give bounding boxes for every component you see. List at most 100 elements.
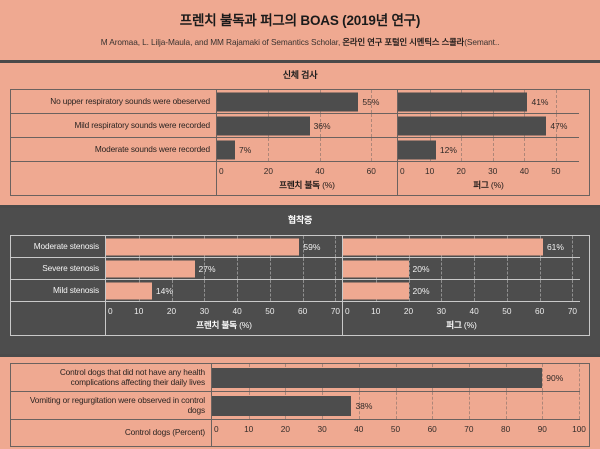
bar[interactable] — [106, 282, 152, 299]
gridline — [432, 392, 434, 419]
gridline — [539, 280, 542, 301]
gridline — [572, 258, 574, 279]
section-title-stenosis: 협착증 — [287, 215, 313, 225]
category-label: Vomiting or regurgitation were observed … — [11, 392, 211, 420]
gridline — [461, 138, 463, 161]
axis-title-unit: (%) — [322, 180, 335, 190]
bar-value-label: 36% — [313, 120, 331, 131]
category-label: Control dogs that did not have any healt… — [11, 364, 211, 392]
gridline — [204, 280, 206, 301]
axis-tick-label: 20 — [263, 166, 274, 176]
axis-tick-label: 80 — [500, 424, 511, 434]
bar-row: 61% — [343, 236, 580, 258]
axis-name-cell — [11, 162, 216, 195]
chart-section-physical-exam: 신체 검사 No upper respiratory sounds were ob… — [0, 63, 600, 205]
bar[interactable] — [217, 140, 235, 159]
gridline — [579, 392, 581, 419]
chart-panel-left: 59% 27% 14% 0 10 20 30 40 50 60 70 프렌치 불독 (%) — [106, 236, 343, 335]
axis-title-text: 프렌치 불독 — [196, 320, 237, 330]
chart-section-control-dogs: Control dogs that did not have any healt… — [0, 357, 600, 449]
gridline — [371, 138, 373, 161]
axis-title: 프렌치 불독 (%) — [217, 179, 397, 191]
bar-value-label: 20% — [412, 285, 430, 296]
gridline — [441, 258, 443, 279]
gridline — [506, 258, 509, 279]
gridline — [539, 258, 542, 279]
bar[interactable] — [343, 282, 409, 299]
axis-tick-label: 30 — [317, 424, 327, 434]
gridline — [505, 392, 508, 419]
gridline — [542, 364, 544, 391]
gridline — [506, 280, 509, 301]
axis-tick-label: 50 — [502, 306, 512, 316]
bar-row: 7% — [217, 138, 397, 162]
bar[interactable] — [398, 92, 528, 111]
chart-panel-left: 55% 36% 7% 0 20 40 60 프렌치 불독 (%) — [217, 90, 398, 195]
axis-tick-label: 50 — [551, 166, 561, 176]
category-label-column: No upper respiratory sounds were obeserv… — [11, 90, 217, 195]
gridline — [302, 258, 305, 279]
gridline — [555, 138, 558, 161]
axis-tick-label: 10 — [244, 424, 254, 434]
gridline — [335, 280, 337, 301]
axis-tick-label: 30 — [436, 306, 446, 316]
bar[interactable] — [212, 395, 352, 416]
bar-row: 20% — [343, 280, 580, 302]
gridline — [579, 364, 581, 391]
bar-row: 90% — [212, 364, 580, 392]
bar-row: 12% — [398, 138, 579, 162]
bar[interactable] — [217, 116, 310, 135]
section-divider — [0, 205, 600, 208]
category-label-column: Control dogs that did not have any healt… — [11, 364, 212, 446]
bar-value-label: 59% — [303, 241, 321, 252]
axis-title: 프렌치 불독 (%) — [106, 319, 342, 331]
axis-tick-label: 30 — [199, 306, 209, 316]
chart-panel-right: 41% 47% 12% 0 10 20 30 40 50 퍼그 (%) — [398, 90, 579, 195]
section-divider — [0, 354, 600, 357]
section-title-physical-exam: 신체 검사 — [282, 70, 318, 80]
gridline — [302, 280, 305, 301]
x-axis: 0 10 20 30 40 50 퍼그 (%) — [398, 162, 579, 195]
gridline — [542, 392, 544, 419]
x-axis: 0 10 20 30 40 50 60 70 프렌치 불독 (%) — [106, 302, 342, 335]
bar[interactable] — [398, 116, 547, 135]
axis-tick-label: 60 — [298, 306, 308, 316]
axis-title-text: 프렌치 불독 — [279, 180, 320, 190]
gridline — [395, 392, 398, 419]
header-divider — [0, 60, 600, 63]
bar[interactable] — [106, 238, 300, 255]
x-axis: 0 20 40 60 프렌치 불독 (%) — [217, 162, 397, 195]
bar-value-label: 38% — [355, 400, 373, 411]
chart-section-stenosis: 협착증 Moderate stenosis Severe stenosis Mild … — [0, 208, 600, 354]
axis-tick-label: 40 — [315, 166, 325, 176]
axis-tick-label: 40 — [469, 306, 479, 316]
axis-tick-label: 0 — [345, 306, 350, 316]
bar-value-label: 27% — [198, 263, 216, 274]
bar[interactable] — [212, 367, 543, 388]
category-label: Mild respiratory sounds were recorded — [11, 114, 216, 138]
axis-tick-label: 40 — [519, 166, 529, 176]
x-axis: 0 10 20 30 40 50 60 70 퍼그 (%) — [343, 302, 580, 335]
gridline — [468, 392, 471, 419]
bar[interactable] — [217, 92, 359, 111]
bar-value-label: 41% — [531, 96, 549, 107]
axis-tick-label: 30 — [488, 166, 498, 176]
bar[interactable] — [343, 238, 543, 255]
bar-value-label: 14% — [155, 285, 173, 296]
chart-panel-right: 61% 20% 20% 0 10 20 30 40 50 60 70 퍼그 (%) — [343, 236, 580, 335]
category-label: No upper respiratory sounds were obeserv… — [11, 90, 216, 114]
bar[interactable] — [398, 140, 436, 159]
gridline — [408, 258, 411, 279]
category-label: Mild stenosis — [11, 280, 105, 302]
gridline — [408, 280, 411, 301]
bar-row: 36% — [217, 114, 397, 138]
bar[interactable] — [343, 260, 409, 277]
axis-tick-label: 60 — [535, 306, 545, 316]
axis-title-unit: (%) — [463, 320, 477, 330]
gridline — [237, 280, 239, 301]
bar[interactable] — [106, 260, 195, 277]
bar-row: 27% — [106, 258, 342, 280]
bar-value-label: 90% — [546, 372, 564, 383]
chart-grid-physical-exam: No upper respiratory sounds were obeserv… — [10, 89, 590, 196]
